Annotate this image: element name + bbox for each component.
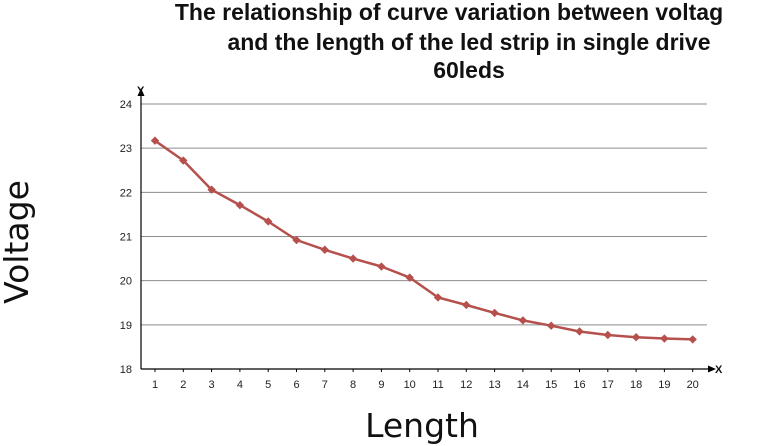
data-point-19 [660, 334, 669, 343]
x-tick-label-3: 3 [209, 379, 215, 391]
x-tick-label-4: 4 [237, 379, 243, 391]
x-tick-label-10: 10 [404, 379, 416, 391]
x-tick-label-6: 6 [293, 379, 299, 391]
y-tick-label-22: 22 [120, 187, 132, 199]
x-tick-label-17: 17 [602, 379, 614, 391]
y-tick-label-19: 19 [120, 320, 132, 332]
x-tick-label-15: 15 [545, 379, 557, 391]
data-point-9 [377, 262, 386, 271]
x-tick-label-20: 20 [687, 379, 699, 391]
x-tick-label-13: 13 [488, 379, 500, 391]
data-point-7 [320, 245, 329, 254]
data-point-5 [264, 217, 273, 226]
x-tick-label-16: 16 [573, 379, 585, 391]
y-tick-label-23: 23 [120, 143, 132, 155]
data-point-17 [603, 330, 612, 340]
chart-title-line-3: 60leds [433, 57, 505, 83]
y-tick-label-21: 21 [120, 232, 132, 244]
data-point-8 [348, 254, 358, 263]
x-tick-label-9: 9 [378, 379, 384, 391]
data-point-1 [150, 136, 160, 145]
x-tick-label-12: 12 [460, 379, 472, 391]
x-tick-label-1: 1 [152, 379, 158, 391]
x-tick-label-18: 18 [630, 379, 642, 391]
data-point-10 [405, 273, 414, 282]
data-point-20 [688, 335, 697, 344]
chart-title: The relationship of curve variation betw… [175, 0, 723, 83]
y-tick-label-24: 24 [120, 99, 132, 111]
x-tick-label-5: 5 [265, 379, 271, 391]
x-axis-letter: X [715, 364, 723, 376]
axes [137, 88, 716, 373]
data-point-12 [462, 300, 471, 310]
x-tick-label-19: 19 [658, 379, 670, 391]
data-point-18 [631, 333, 641, 342]
data-point-11 [433, 293, 443, 302]
data-point-6 [292, 235, 301, 245]
chart-title-line-1: The relationship of curve variation betw… [175, 0, 723, 25]
data-point-4 [235, 200, 245, 210]
x-axis-arrow [708, 365, 716, 373]
y-tick-label-18: 18 [120, 364, 132, 376]
data-point-2 [179, 156, 188, 165]
data-point-14 [518, 316, 528, 325]
series-voltage [150, 136, 697, 344]
y-tick-labels: 18 19 20 21 22 23 24 [120, 99, 132, 376]
x-axis-label: Length [365, 406, 479, 445]
x-tick-label-8: 8 [350, 379, 356, 391]
y-axis-letter: Y [137, 85, 145, 97]
series-line [154, 139, 693, 341]
y-axis-arrow [137, 88, 145, 96]
gridlines [141, 103, 707, 326]
x-tick-label-14: 14 [517, 379, 529, 391]
data-point-13 [490, 308, 499, 318]
x-tick-label-2: 2 [180, 379, 186, 391]
data-point-16 [575, 327, 584, 336]
data-point-3 [207, 185, 216, 194]
data-point-15 [547, 321, 556, 330]
x-tick-label-11: 11 [432, 379, 443, 391]
y-tick-label-20: 20 [120, 276, 132, 288]
x-tick-label-7: 7 [322, 379, 328, 391]
chart-title-line-2: and the length of the led strip in singl… [227, 29, 710, 55]
y-axis-label: Voltage [0, 180, 36, 304]
x-tick-labels: 1 2 3 4 5 6 7 8 9 10 11 12 13 14 15 16 17 18 19 20 [152, 379, 699, 391]
